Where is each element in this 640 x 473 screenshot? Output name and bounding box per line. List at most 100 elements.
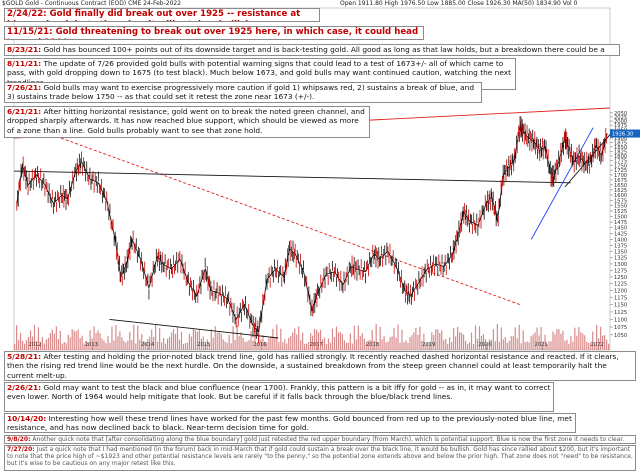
volume-bar: [385, 342, 387, 350]
volume-bar: [238, 336, 240, 350]
volume-bar: [310, 333, 312, 350]
volume-bar: [367, 340, 369, 350]
volume-bar: [389, 337, 391, 350]
volume-bar: [455, 336, 457, 350]
volume-bar: [63, 341, 65, 350]
volume-bar: [137, 325, 139, 350]
volume-bar: [107, 335, 109, 350]
volume-bar: [139, 339, 141, 350]
x-tick-label: 2020: [478, 342, 491, 348]
volume-bar: [506, 342, 508, 350]
volume-bar: [508, 340, 510, 350]
y-tick-label: 1150: [614, 303, 627, 309]
y-tick-label: 1650: [614, 183, 627, 189]
volume-bar: [510, 336, 512, 350]
y-tick-label: 1900: [614, 136, 627, 142]
volume-bar: [172, 329, 175, 350]
volume-bar: [399, 342, 401, 350]
volume-bar: [286, 343, 288, 350]
volume-bar: [359, 335, 361, 350]
volume-bar: [550, 341, 552, 350]
volume-bar: [182, 343, 185, 350]
trend-line: [109, 318, 279, 339]
volume-bar: [355, 339, 357, 350]
volume-bar: [288, 337, 290, 350]
volume-bar: [27, 337, 30, 350]
volume-bar: [208, 343, 210, 350]
y-tick-label: 1975: [614, 123, 627, 129]
volume-bar: [596, 324, 598, 350]
volume-bar: [321, 339, 324, 350]
y-tick-label: 1350: [614, 249, 627, 255]
volume-bar: [514, 327, 516, 350]
y-tick-label: 1850: [614, 145, 627, 151]
x-tick-label: 2018: [366, 342, 379, 348]
volume-bar: [304, 343, 306, 350]
volume-bar: [443, 340, 445, 350]
volume-bar: [361, 333, 363, 350]
volume-bar: [500, 327, 502, 350]
volume-bar: [256, 342, 258, 350]
y-tick-label: 1800: [614, 154, 627, 160]
volume-bar: [19, 332, 22, 350]
volume-bar: [435, 329, 437, 350]
volume-bar: [159, 327, 161, 350]
volume-bar: [268, 338, 270, 350]
y-tick-label: 1700: [614, 173, 627, 179]
volume-bar: [166, 338, 169, 350]
volume-bar: [95, 333, 97, 350]
y-tick-label: 1525: [614, 209, 627, 215]
y-tick-label: 1675: [614, 178, 627, 184]
volume-bar: [31, 336, 34, 350]
volume-bar: [474, 325, 477, 350]
volume-bar: [482, 334, 485, 350]
volume-bar: [298, 326, 300, 350]
volume-bar: [151, 329, 153, 350]
volume-bar: [85, 340, 87, 350]
chart-header: $GOLD Gold - Continuous Contract (EOD) C…: [2, 0, 181, 7]
volume-bar: [33, 324, 36, 350]
volume-bar: [363, 338, 365, 350]
volume-bar: [592, 331, 594, 350]
volume-bar: [335, 326, 338, 350]
volume-bar: [522, 330, 524, 350]
volume-bar: [532, 334, 534, 350]
volume-bar: [343, 340, 345, 350]
volume-bar: [582, 333, 584, 350]
volume-bar: [548, 341, 550, 350]
volume-label: Vol 0: [562, 0, 578, 7]
last-price-label: 1926.30: [612, 132, 633, 138]
y-tick-label: 1400: [614, 237, 627, 243]
volume-bar: [105, 343, 107, 350]
volume-bar: [608, 343, 610, 350]
volume-bar: [391, 336, 393, 350]
note-7-27-20: 7/27/20: Just a quick note that I had me…: [4, 445, 636, 471]
volume-bar: [349, 333, 351, 350]
volume-bar: [461, 332, 463, 350]
description-label: Gold - Continuous Contract (EOD) CME: [25, 0, 142, 7]
volume-bar: [190, 336, 193, 350]
volume-bar: [220, 333, 222, 350]
volume-bar: [520, 343, 522, 350]
volume-bar: [274, 337, 276, 350]
volume-bar: [345, 342, 347, 350]
volume-bar: [57, 338, 59, 350]
y-tick-label: 1225: [614, 282, 627, 288]
volume-bar: [141, 333, 143, 350]
ma-label: MA(50) 1834.90: [512, 0, 561, 7]
volume-bar: [381, 339, 383, 350]
volume-bar: [490, 339, 492, 350]
volume-bar: [405, 340, 407, 350]
volume-bar: [170, 332, 173, 350]
volume-bar: [61, 343, 63, 350]
volume-bar: [262, 335, 264, 350]
x-tick-label: 2015: [197, 342, 210, 348]
x-tick-label: 2021: [535, 342, 548, 348]
volume-bar: [371, 330, 373, 350]
volume-bar: [425, 343, 427, 350]
volume-bar: [308, 342, 310, 350]
volume-bar: [246, 341, 248, 350]
volume-bar: [284, 339, 286, 350]
volume-bar: [278, 342, 280, 350]
y-tick-label: 1375: [614, 243, 627, 249]
